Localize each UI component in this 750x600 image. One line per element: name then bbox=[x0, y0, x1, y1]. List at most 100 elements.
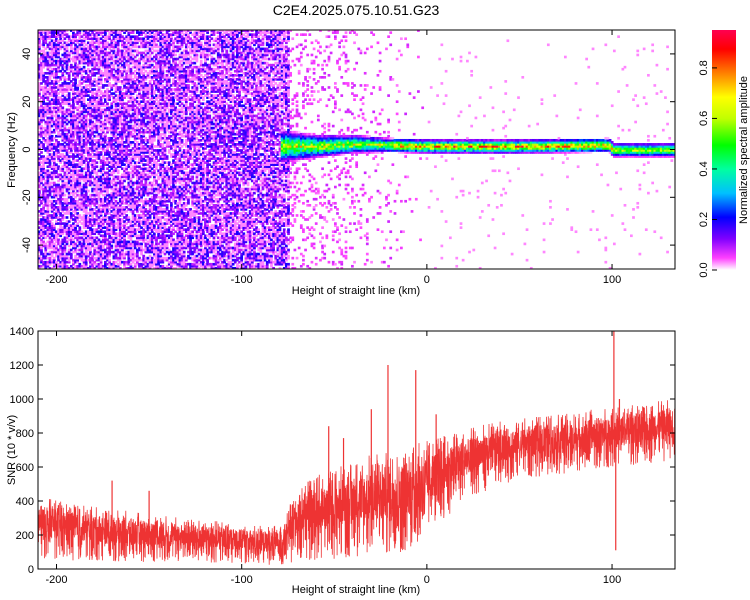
heatmap-cell bbox=[63, 147, 67, 150]
heatmap-cell bbox=[106, 177, 109, 181]
heatmap-cell bbox=[55, 195, 58, 199]
heatmap-cell bbox=[108, 65, 111, 69]
heatmap-cell bbox=[38, 59, 41, 63]
heatmap-cell bbox=[57, 151, 60, 154]
heatmap-cell bbox=[74, 116, 77, 120]
heatmap-cell bbox=[74, 147, 77, 150]
heatmap-cell bbox=[101, 254, 105, 258]
heatmap-cell bbox=[55, 104, 58, 108]
heatmap-cell bbox=[57, 210, 60, 213]
heatmap-cell bbox=[93, 228, 97, 231]
heatmap-cell bbox=[89, 177, 92, 181]
heatmap-cell bbox=[93, 73, 97, 77]
heatmap-cell bbox=[97, 208, 101, 211]
heatmap-cell bbox=[97, 177, 101, 181]
heatmap-cell bbox=[50, 86, 54, 89]
heatmap-cell bbox=[89, 122, 92, 126]
heatmap-cell bbox=[72, 189, 75, 193]
heatmap-cell bbox=[74, 128, 77, 132]
heatmap-cell bbox=[74, 130, 77, 134]
heatmap-cell bbox=[118, 228, 122, 231]
heatmap-cell bbox=[118, 132, 122, 136]
heatmap-cell bbox=[82, 132, 86, 136]
heatmap-cell bbox=[112, 183, 116, 187]
heatmap-cell bbox=[78, 226, 82, 229]
heatmap-cell bbox=[59, 193, 63, 197]
heatmap-cell bbox=[89, 246, 92, 250]
heatmap-cell bbox=[86, 224, 90, 227]
heatmap-cell bbox=[57, 262, 60, 266]
heatmap-cell bbox=[99, 181, 103, 185]
heatmap-cell bbox=[108, 116, 111, 120]
heatmap-cell bbox=[108, 63, 111, 67]
heatmap-cell bbox=[95, 106, 99, 110]
heatmap-cell bbox=[91, 199, 94, 203]
heatmap-cell bbox=[52, 212, 56, 215]
heatmap-cell bbox=[82, 159, 86, 162]
heatmap-cell bbox=[69, 230, 73, 234]
heatmap-cell bbox=[84, 206, 88, 209]
heatmap-cell bbox=[72, 262, 75, 266]
heatmap-cell bbox=[91, 169, 94, 173]
heatmap-cell bbox=[86, 218, 90, 221]
heatmap-cell bbox=[104, 124, 107, 128]
heatmap-cell bbox=[48, 244, 52, 248]
heatmap-cell bbox=[84, 197, 88, 201]
heatmap-cell bbox=[91, 130, 94, 134]
heatmap-cell bbox=[63, 96, 67, 99]
heatmap-cell bbox=[48, 226, 52, 229]
heatmap-cell bbox=[106, 220, 109, 223]
heatmap-cell bbox=[55, 151, 58, 154]
heatmap-cell bbox=[97, 256, 101, 260]
heatmap-cell bbox=[69, 212, 73, 215]
heatmap-cell bbox=[89, 149, 92, 152]
heatmap-cell bbox=[108, 173, 111, 177]
heatmap-cell bbox=[91, 108, 94, 112]
heatmap-cell bbox=[86, 258, 90, 262]
heatmap-cell bbox=[40, 179, 43, 183]
heatmap-cell bbox=[72, 173, 75, 177]
heatmap-cell bbox=[44, 187, 48, 191]
heatmap-cell bbox=[40, 124, 43, 128]
heatmap-cell bbox=[65, 210, 69, 213]
heatmap-cell bbox=[67, 175, 71, 179]
heatmap-cell bbox=[101, 73, 105, 77]
heatmap-cell bbox=[82, 100, 86, 104]
heatmap-cell bbox=[63, 157, 67, 160]
heatmap-cell bbox=[89, 116, 92, 120]
heatmap-cell bbox=[118, 183, 122, 187]
heatmap-cell bbox=[89, 195, 92, 199]
heatmap-cell bbox=[48, 136, 52, 140]
heatmap-cell bbox=[114, 189, 118, 193]
heatmap-cell bbox=[82, 30, 86, 32]
heatmap-cell bbox=[80, 167, 84, 171]
heatmap-cell bbox=[104, 49, 107, 53]
heatmap-cell bbox=[99, 102, 103, 106]
heatmap-cell bbox=[114, 222, 118, 225]
heatmap-cell bbox=[78, 248, 82, 252]
heatmap-cell bbox=[99, 159, 103, 162]
heatmap-cell bbox=[118, 230, 122, 234]
heatmap-cell bbox=[46, 165, 50, 169]
heatmap-cell bbox=[55, 120, 58, 124]
heatmap-cell bbox=[91, 214, 94, 217]
heatmap-cell bbox=[78, 203, 82, 207]
heatmap-cell bbox=[46, 203, 50, 207]
heatmap-cell bbox=[82, 59, 86, 63]
heatmap-cell bbox=[108, 84, 111, 87]
heatmap-cell bbox=[38, 106, 41, 110]
heatmap-cell bbox=[97, 218, 101, 221]
heatmap-cell bbox=[104, 242, 107, 246]
heatmap-cell bbox=[106, 92, 109, 95]
heatmap-cell bbox=[86, 35, 90, 39]
heatmap-cell bbox=[82, 193, 86, 197]
heatmap-cell bbox=[108, 232, 111, 236]
heatmap-cell bbox=[89, 234, 92, 238]
heatmap-cell bbox=[69, 208, 73, 211]
heatmap-cell bbox=[76, 41, 80, 45]
heatmap-cell bbox=[74, 266, 77, 269]
heatmap-cell bbox=[114, 169, 118, 173]
heatmap-cell bbox=[40, 114, 43, 118]
heatmap-cell bbox=[46, 120, 50, 124]
heatmap-cell bbox=[104, 218, 107, 221]
